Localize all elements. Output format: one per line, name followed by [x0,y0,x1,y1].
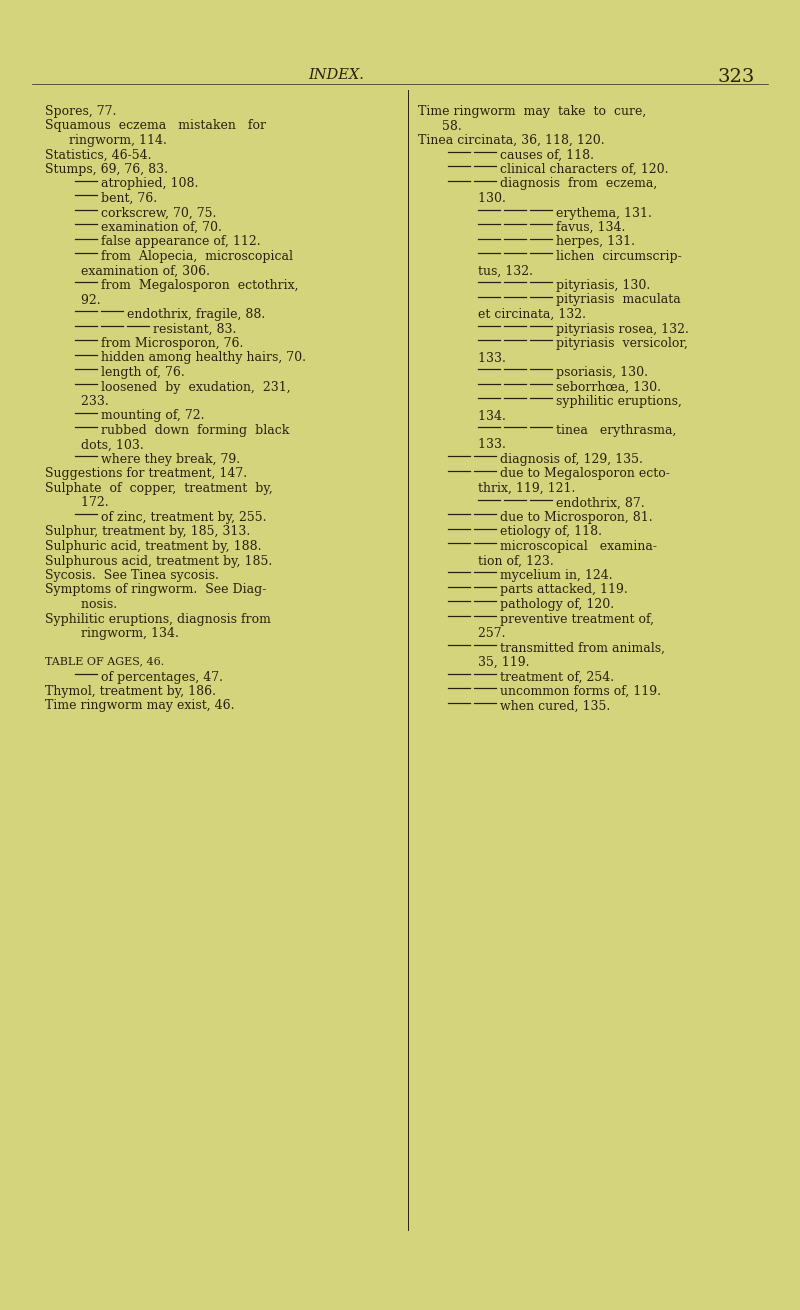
Text: Sulphur, treatment by, 185, 313.: Sulphur, treatment by, 185, 313. [45,525,250,538]
Text: from  Alopecia,  microscopical: from Alopecia, microscopical [101,250,293,263]
Text: Spores, 77.: Spores, 77. [45,105,116,118]
Text: preventive treatment of,: preventive treatment of, [500,613,654,625]
Text: Statistics, 46-54.: Statistics, 46-54. [45,148,151,161]
Text: Thymol, treatment by, 186.: Thymol, treatment by, 186. [45,685,216,698]
Text: due to Microsporon, 81.: due to Microsporon, 81. [500,511,653,524]
Text: 133.: 133. [418,439,506,452]
Text: psoriasis, 130.: psoriasis, 130. [556,365,648,379]
Text: syphilitic eruptions,: syphilitic eruptions, [556,396,682,407]
Text: examination of, 306.: examination of, 306. [45,265,210,278]
Text: false appearance of, 112.: false appearance of, 112. [101,236,261,249]
Text: diagnosis  from  eczema,: diagnosis from eczema, [500,177,658,190]
Text: causes of, 118.: causes of, 118. [500,148,594,161]
Text: atrophied, 108.: atrophied, 108. [101,177,198,190]
Text: Time ringworm  may  take  to  cure,: Time ringworm may take to cure, [418,105,646,118]
Text: Sulphurous acid, treatment by, 185.: Sulphurous acid, treatment by, 185. [45,554,272,567]
Text: mycelium in, 124.: mycelium in, 124. [500,569,613,582]
Text: Syphilitic eruptions, diagnosis from: Syphilitic eruptions, diagnosis from [45,613,271,625]
Text: seborrhœa, 130.: seborrhœa, 130. [556,380,661,393]
Text: rubbed  down  forming  black: rubbed down forming black [101,424,290,438]
Text: from  Megalosporon  ectothrix,: from Megalosporon ectothrix, [101,279,298,292]
Text: nosis.: nosis. [45,597,117,610]
Text: from Microsporon, 76.: from Microsporon, 76. [101,337,243,350]
Text: tinea   erythrasma,: tinea erythrasma, [556,424,676,438]
Text: TABLE OF AGES, 46.: TABLE OF AGES, 46. [45,656,164,665]
Text: dots, 103.: dots, 103. [45,439,144,452]
Text: favus, 134.: favus, 134. [556,221,626,234]
Text: ringworm, 134.: ringworm, 134. [45,627,179,641]
Text: transmitted from animals,: transmitted from animals, [500,642,665,655]
Text: Sycosis.  See Tinea sycosis.: Sycosis. See Tinea sycosis. [45,569,219,582]
Text: 134.: 134. [418,410,506,423]
Text: et circinata, 132.: et circinata, 132. [418,308,586,321]
Text: length of, 76.: length of, 76. [101,365,185,379]
Text: etiology of, 118.: etiology of, 118. [500,525,602,538]
Text: of percentages, 47.: of percentages, 47. [101,671,223,684]
Text: endothrix, 87.: endothrix, 87. [556,496,645,510]
Text: corkscrew, 70, 75.: corkscrew, 70, 75. [101,207,216,220]
Text: pityriasis  versicolor,: pityriasis versicolor, [556,337,688,350]
Text: erythema, 131.: erythema, 131. [556,207,652,220]
Text: Symptoms of ringworm.  See Diag-: Symptoms of ringworm. See Diag- [45,583,266,596]
Text: mounting of, 72.: mounting of, 72. [101,410,205,423]
Text: of zinc, treatment by, 255.: of zinc, treatment by, 255. [101,511,266,524]
Text: INDEX.: INDEX. [308,68,364,83]
Text: pityriasis rosea, 132.: pityriasis rosea, 132. [556,322,689,335]
Text: Suggestions for treatment, 147.: Suggestions for treatment, 147. [45,468,247,481]
Text: ringworm, 114.: ringworm, 114. [45,134,167,147]
Text: tus, 132.: tus, 132. [418,265,533,278]
Text: where they break, 79.: where they break, 79. [101,453,240,466]
Text: pityriasis  maculata: pityriasis maculata [556,293,681,307]
Text: 130.: 130. [418,193,506,204]
Text: 233.: 233. [45,396,109,407]
Text: uncommon forms of, 119.: uncommon forms of, 119. [500,685,661,698]
Text: 133.: 133. [418,351,506,364]
Text: lichen  circumscrip-: lichen circumscrip- [556,250,682,263]
Text: hidden among healthy hairs, 70.: hidden among healthy hairs, 70. [101,351,306,364]
Text: parts attacked, 119.: parts attacked, 119. [500,583,628,596]
Text: 257.: 257. [418,627,506,641]
Text: loosened  by  exudation,  231,: loosened by exudation, 231, [101,380,290,393]
Text: Sulphate  of  copper,  treatment  by,: Sulphate of copper, treatment by, [45,482,273,495]
Text: herpes, 131.: herpes, 131. [556,236,635,249]
Text: examination of, 70.: examination of, 70. [101,221,222,234]
Text: tion of, 123.: tion of, 123. [418,554,554,567]
Text: clinical characters of, 120.: clinical characters of, 120. [500,162,669,176]
Text: Time ringworm may exist, 46.: Time ringworm may exist, 46. [45,700,234,713]
Text: 323: 323 [718,68,755,86]
Text: Sulphuric acid, treatment by, 188.: Sulphuric acid, treatment by, 188. [45,540,262,553]
Text: pathology of, 120.: pathology of, 120. [500,597,614,610]
Text: microscopical   examina-: microscopical examina- [500,540,657,553]
Text: treatment of, 254.: treatment of, 254. [500,671,614,684]
Text: 92.: 92. [45,293,101,307]
Text: Tinea circinata, 36, 118, 120.: Tinea circinata, 36, 118, 120. [418,134,605,147]
Text: pityriasis, 130.: pityriasis, 130. [556,279,650,292]
Text: 35, 119.: 35, 119. [418,656,530,669]
Text: due to Megalosporon ecto-: due to Megalosporon ecto- [500,468,670,481]
Text: resistant, 83.: resistant, 83. [153,322,236,335]
Text: Stumps, 69, 76, 83.: Stumps, 69, 76, 83. [45,162,168,176]
Text: endothrix, fragile, 88.: endothrix, fragile, 88. [127,308,266,321]
Text: when cured, 135.: when cured, 135. [500,700,610,713]
Text: 172.: 172. [45,496,109,510]
Text: diagnosis of, 129, 135.: diagnosis of, 129, 135. [500,453,643,466]
Text: thrix, 119, 121.: thrix, 119, 121. [418,482,575,495]
Text: bent, 76.: bent, 76. [101,193,157,204]
Text: 58.: 58. [418,119,462,132]
Text: Squamous  eczema   mistaken   for: Squamous eczema mistaken for [45,119,266,132]
